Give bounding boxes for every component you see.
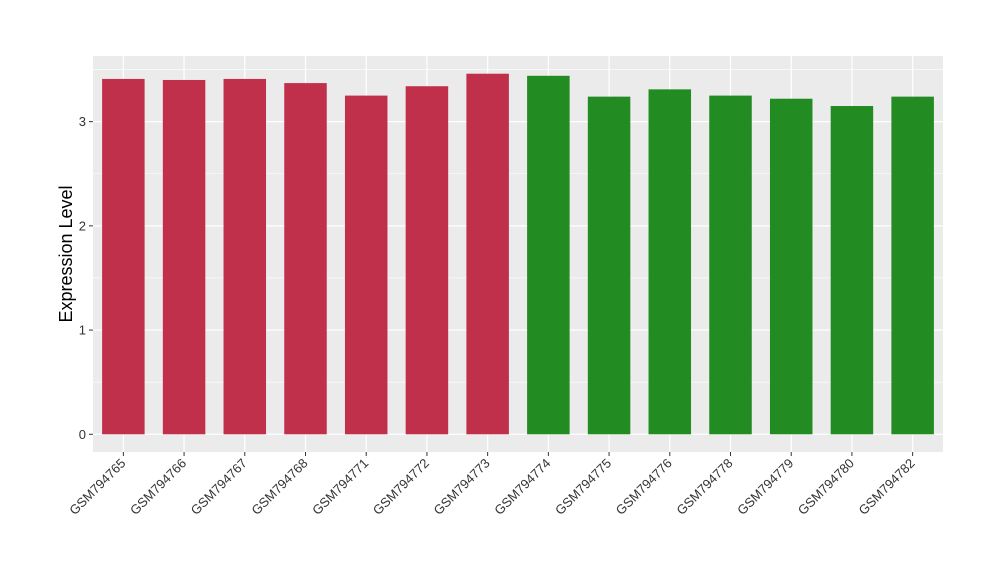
y-tick-label: 1 <box>79 323 86 338</box>
bar-GSM794765 <box>102 78 145 435</box>
x-tick-label: GSM794766 <box>127 456 189 518</box>
bar-GSM794768 <box>284 83 327 435</box>
bar-GSM794767 <box>223 78 267 435</box>
x-axis: GSM794765GSM794766GSM794767GSM794768GSM7… <box>66 452 918 518</box>
x-tick-label: GSM794771 <box>309 456 371 518</box>
y-tick-label: 2 <box>79 218 86 233</box>
x-tick-label: GSM794778 <box>673 456 735 518</box>
x-tick-label: GSM794774 <box>491 456 553 518</box>
x-tick-label: GSM794782 <box>856 456 918 518</box>
x-tick-label: GSM794773 <box>431 456 493 518</box>
bar-GSM794774 <box>527 75 570 435</box>
bar-GSM794772 <box>405 86 449 435</box>
bar-GSM794775 <box>587 96 631 435</box>
bar-GSM794778 <box>709 95 752 435</box>
y-tick-label: 3 <box>79 114 86 129</box>
bar-GSM794776 <box>648 89 692 435</box>
x-tick-label: GSM794765 <box>66 456 128 518</box>
bar-GSM794779 <box>769 98 813 435</box>
x-tick-label: GSM794775 <box>552 456 614 518</box>
x-tick-label: GSM794776 <box>613 456 675 518</box>
bar-GSM794782 <box>891 96 934 435</box>
bars <box>102 73 934 435</box>
bar-GSM794771 <box>344 95 388 435</box>
x-tick-label: GSM794767 <box>188 456 250 518</box>
bar-GSM794773 <box>466 73 509 435</box>
x-tick-label: GSM794780 <box>795 456 857 518</box>
x-tick-label: GSM794772 <box>370 456 432 518</box>
plot-panel <box>93 56 943 452</box>
bar-GSM794780 <box>830 106 874 435</box>
y-tick-label: 0 <box>79 427 86 442</box>
bar-GSM794766 <box>162 79 206 435</box>
y-axis-title: Expression Level <box>56 185 76 322</box>
x-tick-label: GSM794779 <box>734 456 796 518</box>
y-axis: 0 1 2 3 <box>79 114 93 442</box>
x-tick-label: GSM794768 <box>248 456 310 518</box>
